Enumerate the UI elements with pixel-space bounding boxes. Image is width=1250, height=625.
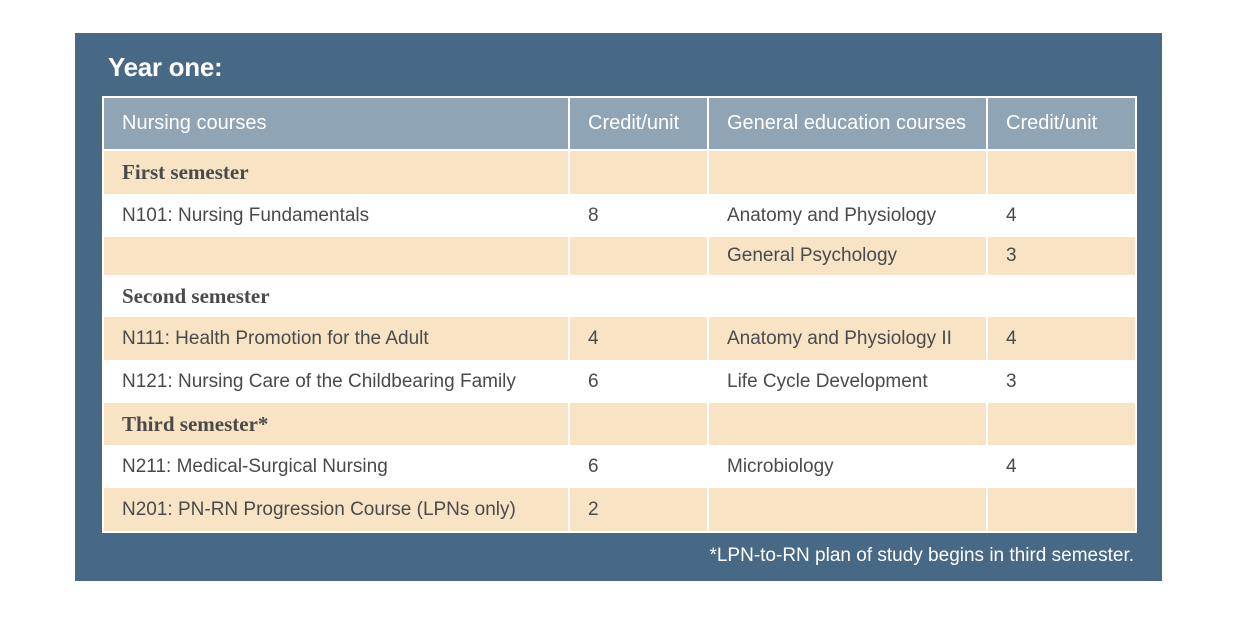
semester-label: Third semester* [103,403,570,445]
table-row: General Psychology 3 [103,237,1136,275]
nursing-credit: 8 [569,194,709,237]
semester-label: First semester [103,150,570,194]
gen-ed-course [708,488,988,532]
nursing-credit: 6 [569,445,709,488]
table-row: N121: Nursing Care of the Childbearing F… [103,360,1136,403]
empty-cell [569,403,709,445]
empty-cell [987,403,1136,445]
gen-ed-credit: 3 [987,360,1136,403]
table-row: N211: Medical-Surgical Nursing 6 Microbi… [103,445,1136,488]
empty-cell [708,275,988,317]
semester-row-second: Second semester [103,275,1136,317]
gen-ed-course: Life Cycle Development [708,360,988,403]
gen-ed-course: Anatomy and Physiology [708,194,988,237]
nursing-course: N101: Nursing Fundamentals [103,194,570,237]
semester-row-third: Third semester* [103,403,1136,445]
empty-cell [987,275,1136,317]
gen-ed-course: Microbiology [708,445,988,488]
year-one-panel: Year one: Nursing courses Credit/unit Ge… [75,33,1162,581]
gen-ed-credit [987,488,1136,532]
nursing-course: N121: Nursing Care of the Childbearing F… [103,360,570,403]
header-nursing-courses: Nursing courses [103,97,570,151]
empty-cell [708,403,988,445]
panel-title: Year one: [108,52,223,82]
nursing-course: N211: Medical-Surgical Nursing [103,445,570,488]
gen-ed-credit: 3 [987,237,1136,275]
nursing-credit [569,237,709,275]
header-credit-unit-gen-ed: Credit/unit [987,97,1136,151]
gen-ed-course: General Psychology [708,237,988,275]
gen-ed-credit: 4 [987,194,1136,237]
empty-cell [987,150,1136,194]
empty-cell [708,150,988,194]
table-row: N201: PN-RN Progression Course (LPNs onl… [103,488,1136,532]
nursing-course: N201: PN-RN Progression Course (LPNs onl… [103,488,570,532]
semester-row-first: First semester [103,150,1136,194]
empty-cell [569,275,709,317]
nursing-credit: 6 [569,360,709,403]
gen-ed-course: Anatomy and Physiology II [708,317,988,360]
courses-table: Nursing courses Credit/unit General educ… [102,96,1137,533]
nursing-course [103,237,570,275]
nursing-credit: 2 [569,488,709,532]
header-gen-ed-courses: General education courses [708,97,988,151]
footnote: *LPN-to-RN plan of study begins in third… [709,545,1134,566]
gen-ed-credit: 4 [987,317,1136,360]
empty-cell [569,150,709,194]
gen-ed-credit: 4 [987,445,1136,488]
table-row: N111: Health Promotion for the Adult 4 A… [103,317,1136,360]
nursing-course: N111: Health Promotion for the Adult [103,317,570,360]
semester-label: Second semester [103,275,570,317]
nursing-credit: 4 [569,317,709,360]
table-header-row: Nursing courses Credit/unit General educ… [103,97,1136,151]
table-row: N101: Nursing Fundamentals 8 Anatomy and… [103,194,1136,237]
header-credit-unit-nursing: Credit/unit [569,97,709,151]
